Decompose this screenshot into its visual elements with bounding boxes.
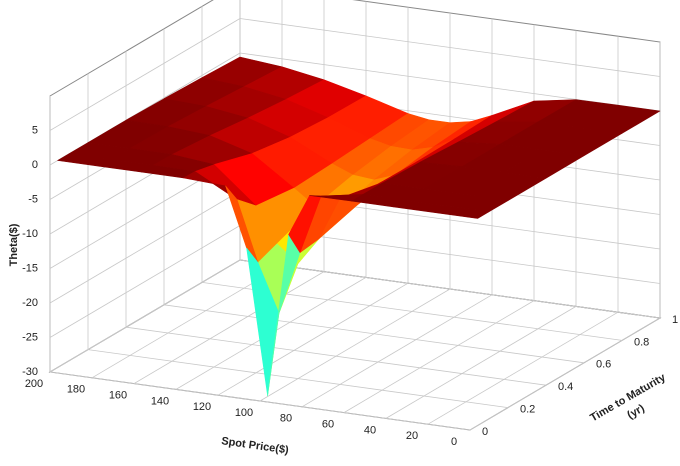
grid-line <box>239 259 661 319</box>
z-tick-label: -30 <box>22 366 38 378</box>
grid-line <box>385 306 577 419</box>
y-tick-label: 1 <box>672 314 678 326</box>
x-tick-label: 100 <box>235 407 253 419</box>
surface <box>57 56 661 397</box>
grid-line <box>427 311 619 425</box>
z-tick-label: -25 <box>22 331 38 343</box>
x-tick-label: 140 <box>151 395 169 407</box>
y-tick-label: 0.8 <box>634 336 649 348</box>
grid-line <box>259 288 451 402</box>
x-tick-label: 200 <box>25 378 43 390</box>
grid-line <box>49 225 241 338</box>
grid-line <box>91 265 283 379</box>
x-tick-label: 180 <box>67 384 85 396</box>
grid-line <box>87 349 509 408</box>
x-tick-label: 40 <box>364 424 376 436</box>
labels: 0 20 40 60 80 100 120 140 160 180 200 0 0.2 0.4 0.6 0.8… <box>22 124 678 448</box>
x-tick-label: 0 <box>451 436 457 448</box>
grid-line <box>217 282 409 396</box>
y-tick-label: 0.4 <box>558 381 573 393</box>
x-tick-label: 120 <box>193 401 211 413</box>
z-tick-label: 0 <box>32 159 38 171</box>
grid-line <box>49 190 241 304</box>
grid-line <box>163 304 585 364</box>
x-tick-label: 80 <box>280 413 292 425</box>
grid-line <box>239 18 661 77</box>
grid-line <box>301 294 493 408</box>
z-tick-label: 5 <box>32 124 38 136</box>
x-tick-label: 20 <box>406 430 418 442</box>
grid-line <box>49 371 471 431</box>
grid-line <box>49 18 241 131</box>
grid-line <box>469 317 661 431</box>
x-tick-label: 160 <box>109 390 127 402</box>
z-tick-label: -20 <box>22 297 38 309</box>
grid-line <box>133 271 325 384</box>
grid-line <box>125 326 547 386</box>
z-tick-label: -5 <box>28 193 38 205</box>
z-axis-label: Theta($) <box>8 223 20 266</box>
y-tick-label: 0.2 <box>520 404 535 416</box>
z-tick-label: -15 <box>22 262 38 274</box>
x-tick-label: 60 <box>322 419 334 431</box>
y-tick-label: 0.6 <box>596 359 611 371</box>
surface-cell <box>435 205 490 219</box>
z-tick-label: -10 <box>22 228 38 240</box>
y-tick-label: 0 <box>482 426 488 438</box>
grid-line <box>343 300 535 413</box>
grid-line <box>49 259 241 373</box>
